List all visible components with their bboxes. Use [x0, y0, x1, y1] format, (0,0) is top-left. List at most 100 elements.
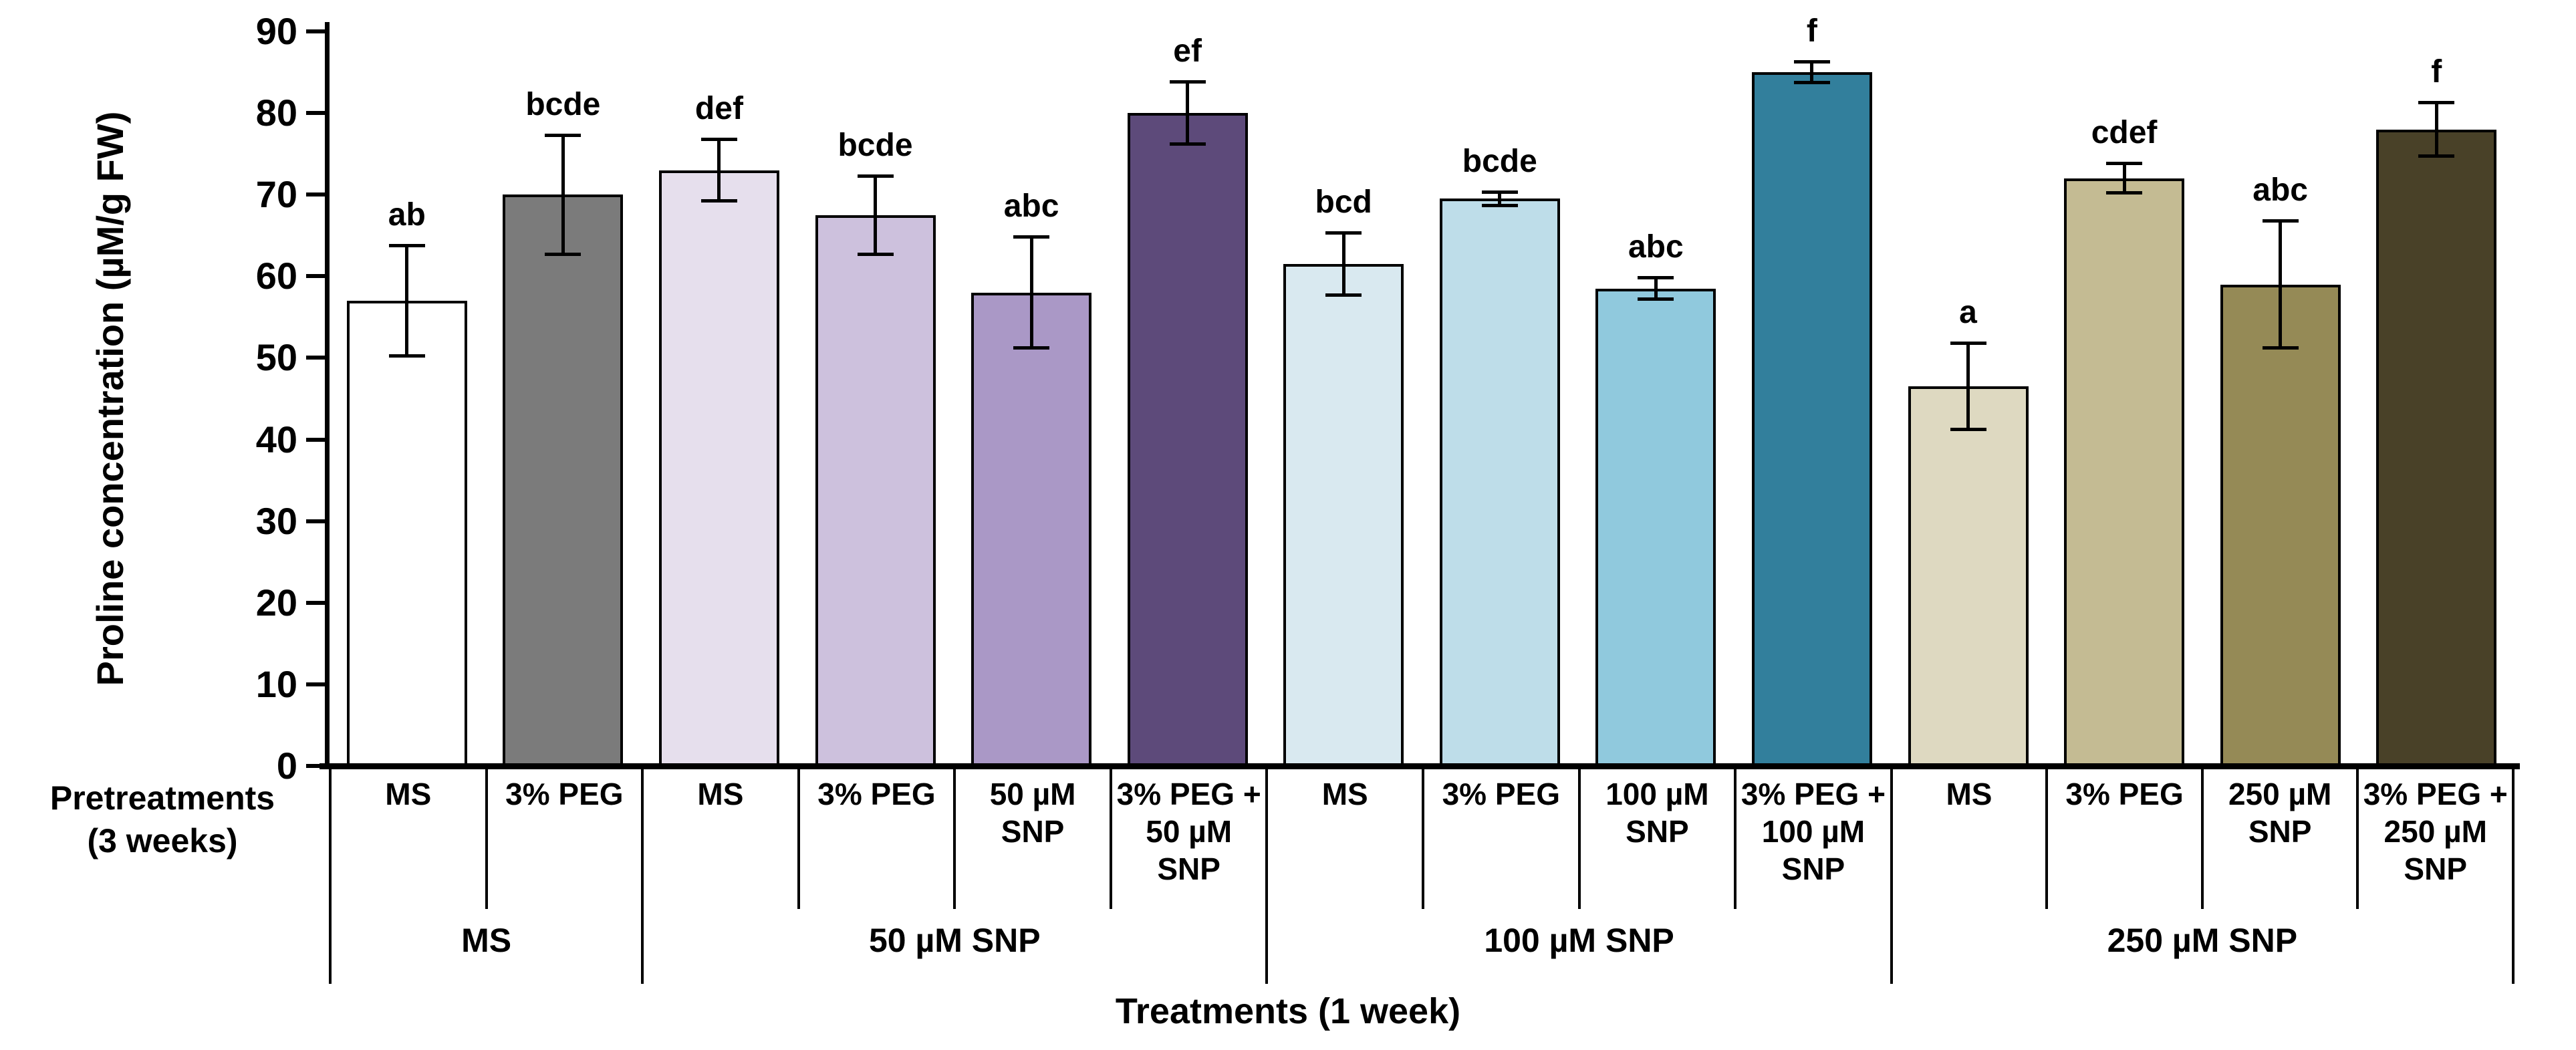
treatment-group-column: MS 3% PEG 100 µM SNP 3% PEG + 100 µM SNP 100…: [1265, 766, 1890, 984]
error-bar-cap: [1481, 190, 1518, 194]
y-axis-line: [325, 22, 330, 769]
error-bar-cap: [1638, 297, 1674, 301]
y-tick-label: 90: [255, 10, 297, 52]
significance-letter: bcd: [1315, 184, 1372, 221]
y-tick-label: 0: [276, 745, 297, 787]
pretreatment-label: 50 µM SNP: [956, 766, 1112, 909]
pretreatment-label: MS: [332, 766, 488, 909]
pretreatment-cells: MS 3% PEG 100 µM SNP 3% PEG + 100 µM SNP: [1268, 766, 1890, 909]
pretreatment-label: 100 µM SNP: [1581, 766, 1737, 909]
y-tick-label: 80: [255, 92, 297, 134]
y-tick: [306, 274, 326, 279]
significance-letter: bcde: [1462, 144, 1537, 180]
bar: [1439, 199, 1560, 766]
error-bar-cap: [2262, 346, 2299, 350]
error-bar-cap: [388, 243, 425, 247]
pretreatment-label: MS: [1268, 766, 1424, 909]
error-bar-cap: [700, 137, 737, 141]
y-tick: [306, 111, 326, 116]
treatment-group-label: 100 µM SNP: [1484, 922, 1674, 959]
treatment-group-column: MS 3% PEG MS: [329, 766, 641, 984]
pretreatment-label: 250 µM SNP: [2204, 766, 2359, 909]
error-bar-cap: [545, 133, 582, 137]
treatment-group-column: MS 3% PEG 50 µM SNP 3% PEG + 50 µM SNP 50 µM…: [641, 766, 1265, 984]
pretreatment-label: MS: [1893, 766, 2049, 909]
bar: [1127, 113, 1248, 766]
error-bar-cap: [857, 174, 894, 178]
plot-area: ab bcde def bcde abc ef bcd bcde abc f a cdef abc f: [329, 13, 2515, 766]
error-bar-cap: [1325, 231, 1362, 235]
error-bar-cap: [2418, 100, 2455, 104]
pretreatments-axis-label: Pretreatments (3 weeks): [4, 777, 321, 862]
bar: [503, 194, 624, 766]
error-bar: [1186, 80, 1190, 146]
pretreatment-label: 3% PEG + 50 µM SNP: [1116, 777, 1261, 886]
significance-letter: cdef: [2091, 115, 2158, 151]
x-axis-title: Treatments (1 week): [1115, 991, 1461, 1031]
treatment-group-label: 50 µM SNP: [868, 922, 1041, 959]
treatment-group-column: MS 3% PEG 250 µM SNP 3% PEG + 250 µM SNP 250…: [1890, 766, 2515, 984]
error-bar-cap: [1638, 276, 1674, 280]
y-tick-label: 60: [255, 255, 297, 297]
bar: [2220, 284, 2341, 766]
pretreatments-axis-label-line2: (3 weeks): [87, 822, 238, 860]
error-bar: [1029, 235, 1033, 350]
y-tick-label: 10: [255, 662, 297, 705]
significance-letter: abc: [1003, 188, 1059, 225]
error-bar: [2434, 100, 2438, 158]
significance-letter: bcde: [525, 86, 601, 122]
pretreatments-axis-label-line1: Pretreatments: [49, 779, 275, 817]
y-tick: [306, 356, 326, 360]
treatment-group-label: MS: [461, 922, 512, 959]
error-bar-cap: [2262, 219, 2299, 223]
error-bar-cap: [2418, 154, 2455, 158]
error-bar-cap: [1325, 293, 1362, 297]
bar: [971, 292, 1092, 766]
y-tick: [306, 600, 326, 605]
error-bar-cap: [2106, 191, 2143, 195]
error-bar: [561, 133, 565, 256]
significance-letter: ef: [1173, 33, 1202, 70]
bar: [1283, 264, 1404, 766]
error-bar-cap: [1950, 428, 1986, 432]
significance-letter: a: [1959, 295, 1977, 331]
x-axis-label-grid: MS 3% PEG MS MS 3% PEG 50 µM SNP 3% PEG + 50 µ…: [329, 766, 2515, 984]
significance-letter: abc: [2252, 172, 2308, 208]
pretreatment-label: MS: [644, 766, 800, 909]
bar: [1908, 386, 2029, 766]
y-tick: [306, 682, 326, 686]
bar: [1751, 72, 1872, 766]
bar: [346, 300, 467, 766]
pretreatment-cells: MS 3% PEG 50 µM SNP 3% PEG + 50 µM SNP: [644, 766, 1265, 909]
significance-letter: ab: [388, 196, 426, 233]
pretreatment-label: 3% PEG: [2048, 766, 2204, 909]
significance-letter: abc: [1628, 229, 1684, 265]
significance-letter: bcde: [838, 127, 913, 163]
y-tick-label: 30: [255, 499, 297, 542]
pretreatment-label: 3% PEG: [505, 777, 624, 811]
error-bar: [874, 174, 877, 256]
bar: [2064, 178, 2185, 766]
significance-letter: def: [694, 90, 743, 126]
error-bar-cap: [1481, 203, 1518, 207]
bar: [658, 170, 779, 766]
error-bar: [1654, 276, 1658, 301]
y-tick-label: 40: [255, 418, 297, 461]
y-tick-label: 20: [255, 581, 297, 624]
pretreatment-label: 3% PEG + 250 µM SNP: [2363, 777, 2508, 886]
error-bar: [1498, 190, 1502, 207]
y-axis-title: Proline concentration (µM/g FW): [88, 111, 131, 686]
error-bar: [405, 243, 409, 358]
error-bar-cap: [1950, 342, 1986, 346]
pretreatment-cells: MS 3% PEG: [332, 766, 641, 909]
error-bar: [1810, 59, 1814, 85]
significance-letter: f: [2431, 53, 2442, 90]
y-tick: [306, 29, 326, 33]
error-bar-cap: [1169, 142, 1206, 146]
bar: [1595, 288, 1716, 766]
error-bar-cap: [388, 354, 425, 358]
error-bar: [1341, 231, 1345, 297]
pretreatment-label: 3% PEG: [800, 766, 956, 909]
y-tick: [306, 192, 326, 197]
